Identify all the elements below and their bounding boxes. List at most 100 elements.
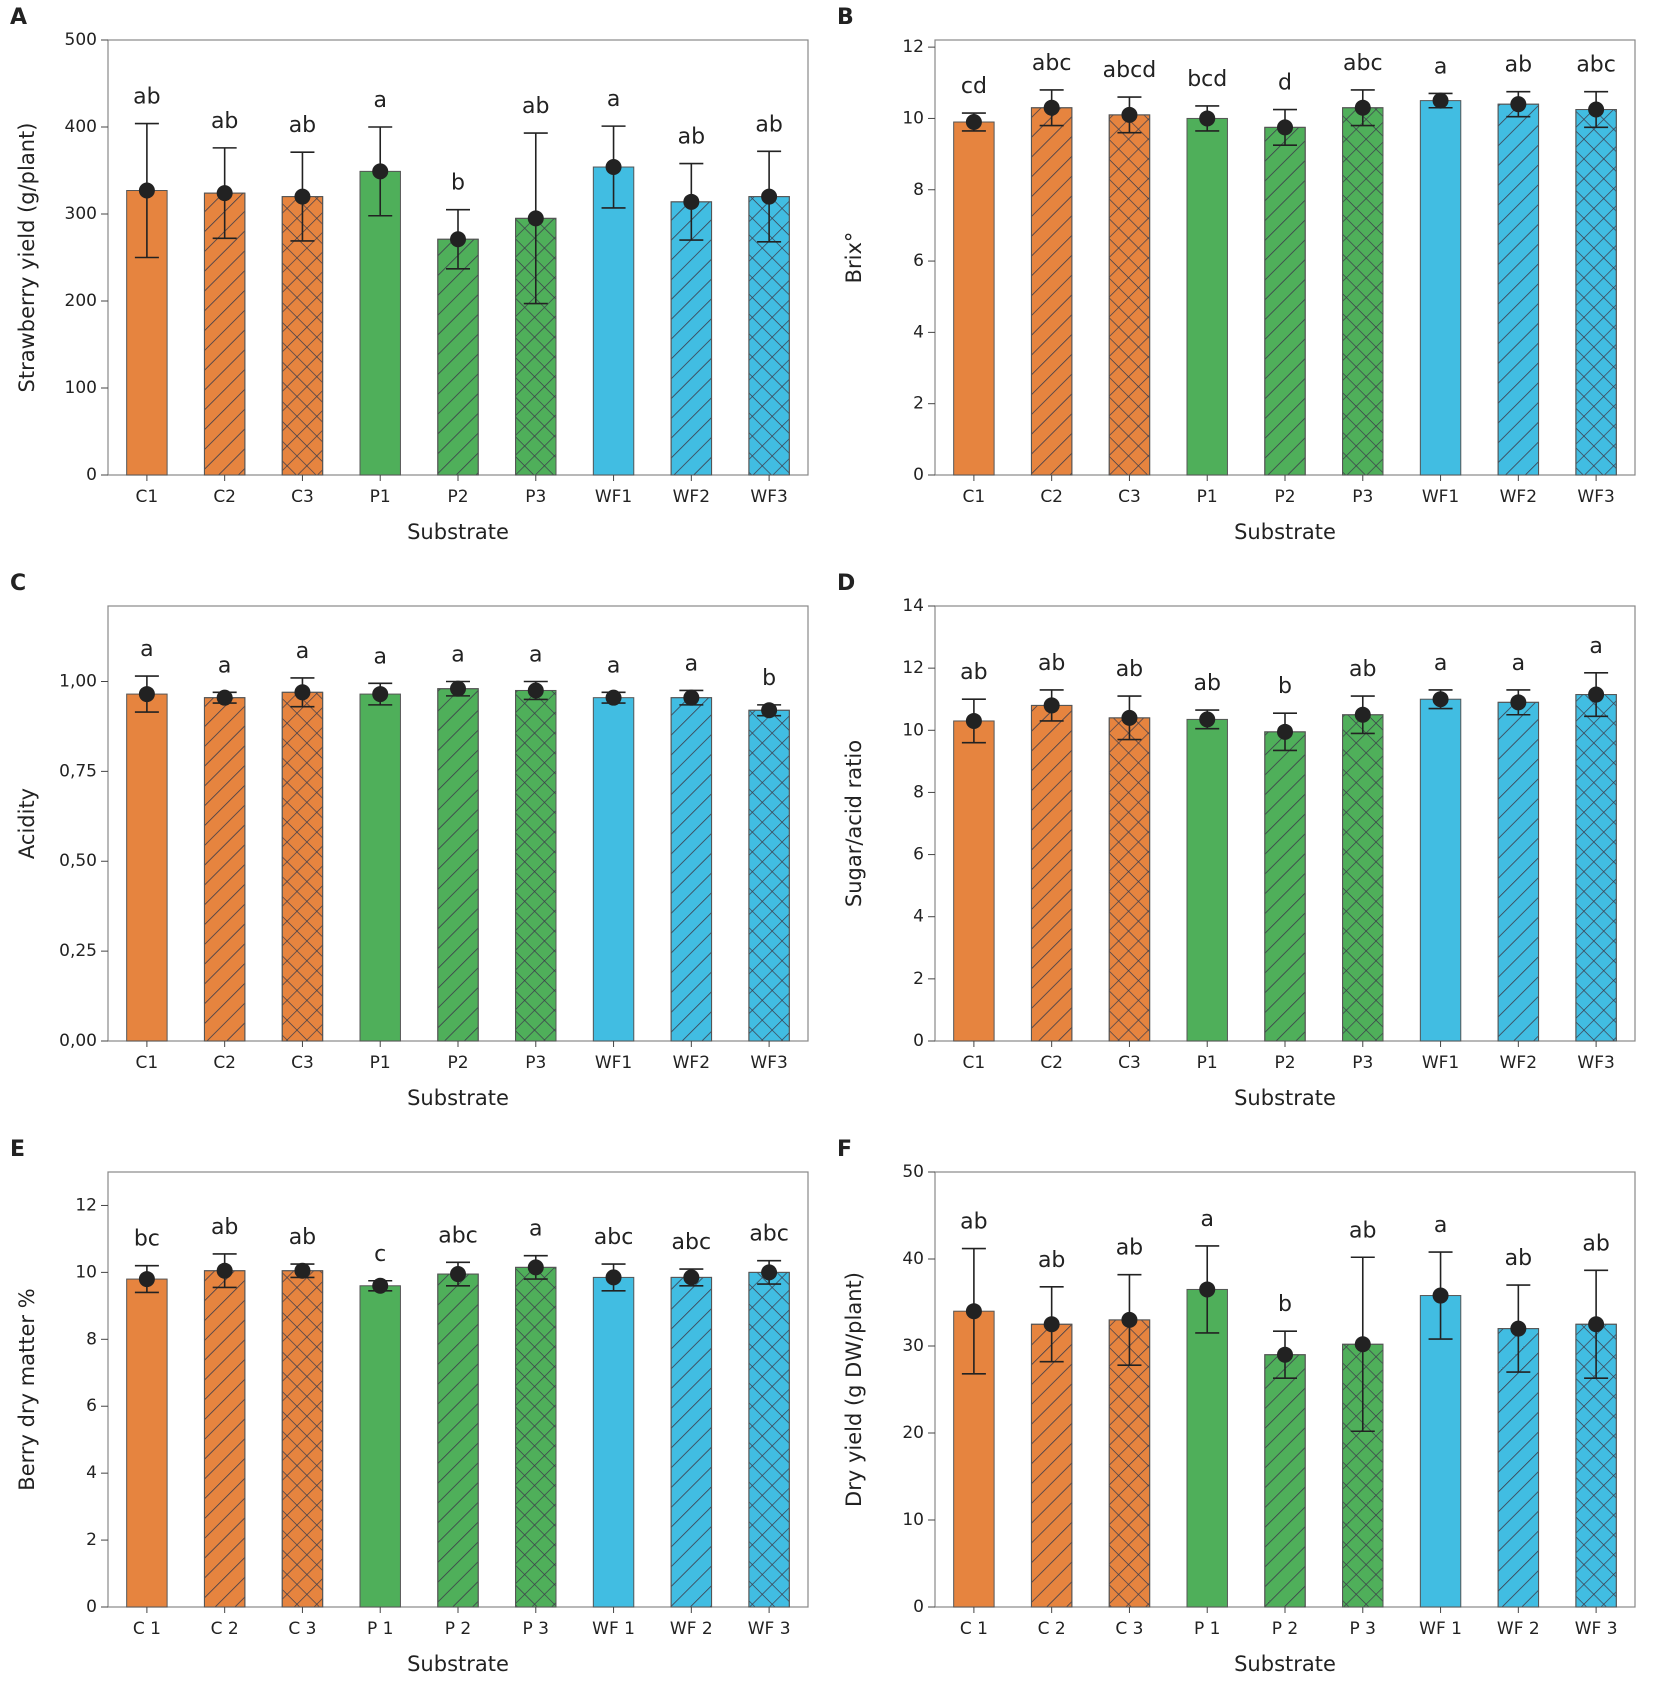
bar-hatch (1264, 731, 1306, 1042)
mean-dot (450, 231, 466, 248)
bar-hatch (1030, 107, 1073, 476)
x-tick-label: WF3 (750, 487, 787, 507)
x-tick-label: C 1 (960, 1619, 988, 1639)
x-tick-label: P1 (1197, 487, 1218, 507)
significance-letter: ab (211, 109, 238, 134)
x-tick-label: P3 (1352, 487, 1373, 507)
bar-hatch (670, 697, 713, 1042)
bar (592, 1276, 635, 1608)
y-tick-label: 0 (86, 465, 97, 485)
mean-dot (1121, 106, 1138, 123)
mean-dot (1121, 1311, 1138, 1328)
mean-dot (527, 1259, 544, 1276)
y-tick-label: 500 (65, 30, 97, 50)
significance-letter: a (451, 642, 464, 667)
significance-letter: a (685, 651, 698, 676)
mean-dot (1277, 119, 1293, 136)
y-tick-label: 300 (65, 204, 97, 224)
x-tick-label: C 2 (211, 1619, 239, 1639)
mean-dot (450, 1266, 466, 1283)
x-tick-label: P3 (525, 487, 546, 507)
mean-dot (1588, 1316, 1605, 1333)
significance-letter: ab (1505, 53, 1532, 78)
significance-letter: a (1200, 1207, 1213, 1232)
mean-dot (1199, 110, 1216, 127)
y-tick-label: 0,50 (59, 851, 97, 871)
significance-letter: ab (1116, 657, 1143, 682)
panel-label: F (837, 1137, 852, 1162)
x-tick-label: C 1 (133, 1619, 161, 1639)
significance-letter: ab (211, 1215, 238, 1240)
x-tick-label: P2 (447, 1053, 468, 1073)
significance-letter: ab (1349, 657, 1376, 682)
bar-hatch (1342, 107, 1384, 476)
x-tick-label: C 3 (288, 1619, 316, 1639)
y-tick-label: 0 (913, 465, 924, 485)
bar (359, 170, 401, 476)
x-tick-label: C 3 (1115, 1619, 1143, 1639)
significance-letter: a (1512, 651, 1525, 676)
x-tick-label: P 2 (1272, 1619, 1298, 1639)
mean-dot (216, 689, 233, 706)
x-tick-label: P1 (1197, 1053, 1218, 1073)
x-tick-label: C1 (136, 487, 159, 507)
mean-dot (138, 1271, 155, 1288)
bar-hatch (748, 1271, 790, 1608)
x-tick-label: P2 (447, 487, 468, 507)
significance-letter: abc (749, 1222, 789, 1247)
mean-dot (605, 689, 622, 706)
significance-letter: abc (1343, 51, 1383, 76)
bar (592, 166, 635, 476)
significance-letter: a (218, 653, 231, 678)
y-tick-label: 200 (65, 291, 97, 311)
x-tick-label: C2 (213, 1053, 236, 1073)
mean-dot (527, 210, 544, 227)
panel-label: B (837, 5, 854, 30)
x-tick-label: WF 2 (670, 1619, 713, 1639)
panel-label: D (837, 571, 855, 596)
significance-letter: a (1434, 1213, 1447, 1238)
panel-label: C (10, 571, 26, 596)
significance-letter: ab (1505, 1246, 1532, 1271)
significance-letter: a (1434, 651, 1447, 676)
mean-dot (683, 1269, 700, 1286)
bar-hatch (281, 691, 324, 1042)
significance-letter: a (373, 644, 386, 669)
significance-letter: abc (672, 1230, 712, 1255)
bar-hatch (748, 709, 790, 1042)
mean-dot (294, 1262, 311, 1279)
mean-dot (761, 1264, 778, 1281)
x-axis-label: Substrate (1234, 520, 1336, 544)
x-axis-label: Substrate (407, 1086, 509, 1110)
x-tick-label: P 3 (523, 1619, 549, 1639)
mean-dot (450, 680, 466, 697)
x-tick-label: WF1 (1422, 487, 1459, 507)
y-tick-label: 0,00 (59, 1031, 97, 1051)
x-axis-label: Substrate (1234, 1652, 1336, 1676)
mean-dot (294, 684, 311, 701)
x-tick-label: WF 3 (1575, 1619, 1618, 1639)
bar-hatch (1342, 714, 1384, 1042)
significance-letter: d (1278, 71, 1292, 96)
y-tick-label: 6 (86, 1396, 97, 1416)
y-axis-label: Berry dry matter % (15, 1288, 39, 1490)
significance-letter: a (607, 653, 620, 678)
mean-dot (1510, 1320, 1527, 1337)
significance-letter: ab (289, 113, 316, 138)
bar-hatch (1108, 1319, 1151, 1608)
significance-letter: ab (1038, 651, 1065, 676)
mean-dot (372, 686, 389, 703)
y-tick-label: 12 (902, 37, 924, 57)
bar (953, 121, 995, 476)
mean-dot (216, 1262, 233, 1279)
significance-letter: ab (960, 660, 987, 685)
bar-hatch (1264, 126, 1306, 476)
bar (592, 697, 635, 1042)
mean-dot (683, 689, 700, 706)
mean-dot (761, 702, 778, 719)
mean-dot (294, 188, 311, 205)
significance-letter: a (529, 642, 542, 667)
x-tick-label: C 2 (1038, 1619, 1066, 1639)
mean-dot (1121, 709, 1138, 726)
x-tick-label: WF3 (1577, 487, 1614, 507)
